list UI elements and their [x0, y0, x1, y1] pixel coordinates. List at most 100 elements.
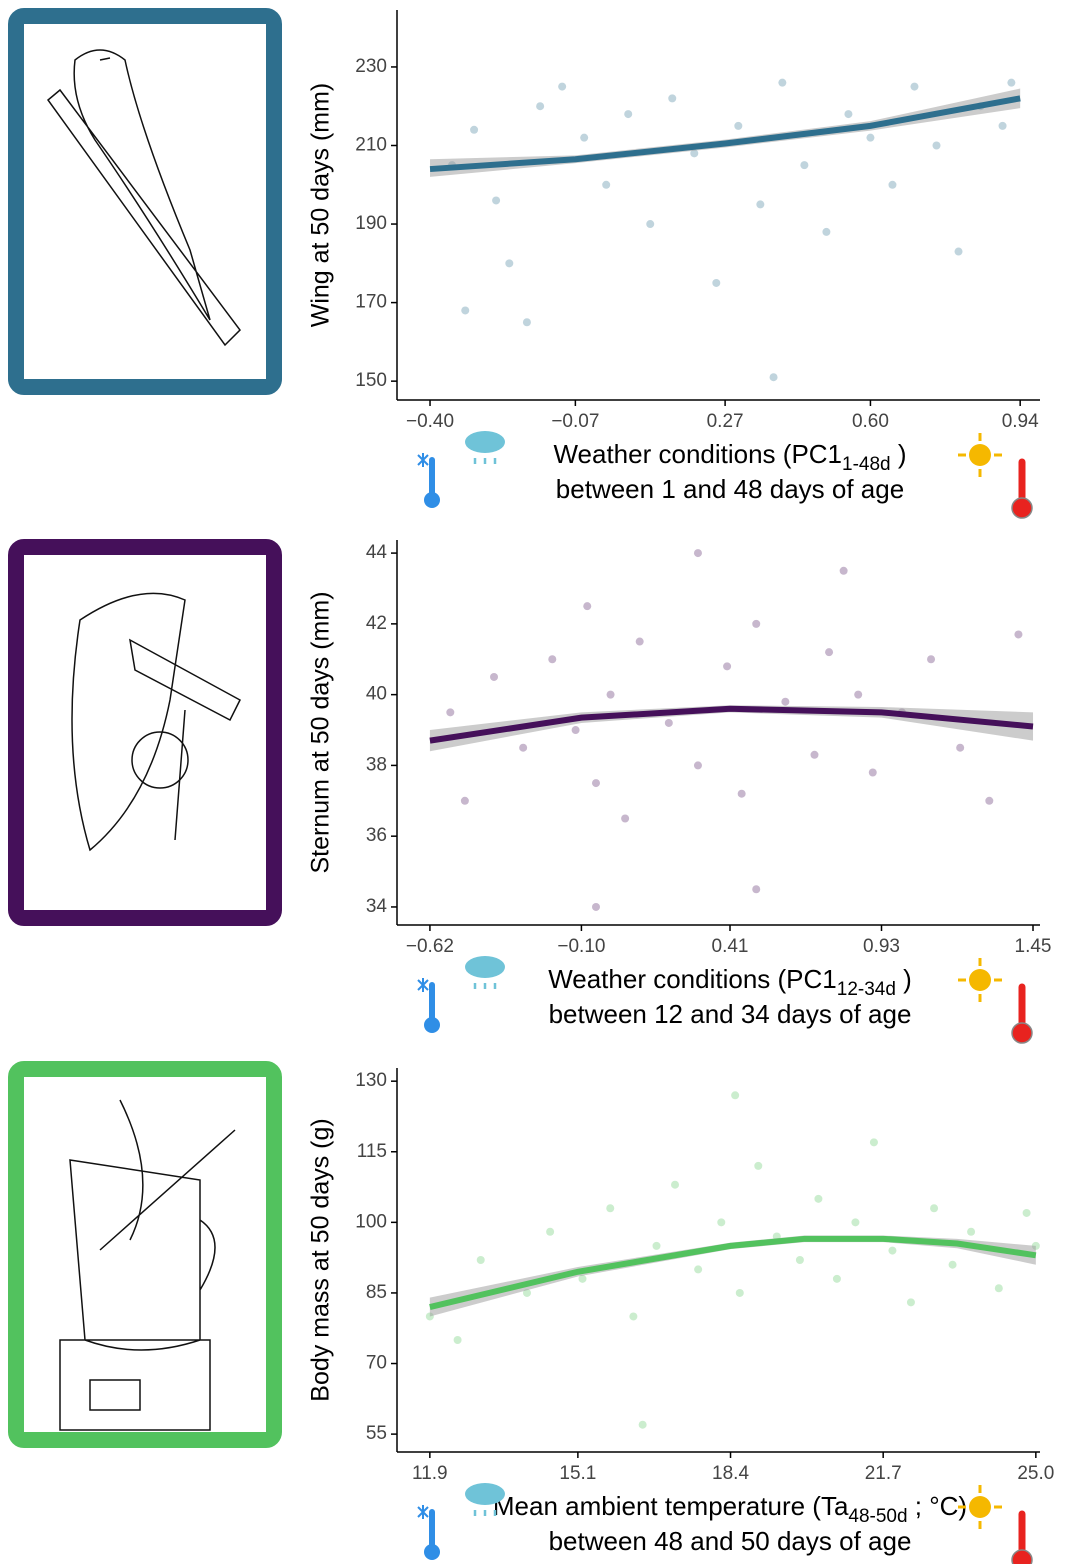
point — [693, 549, 702, 558]
rain — [473, 1510, 497, 1516]
point — [854, 690, 863, 699]
y-tick-label: 150 — [355, 370, 387, 391]
point — [606, 1204, 615, 1213]
x-tick-label: 18.4 — [712, 1463, 749, 1484]
point — [536, 102, 545, 111]
x-axis-title: Weather conditions (PC11-48d ) — [553, 439, 906, 475]
x-axis-title-sub: 1-48d — [842, 454, 891, 475]
point — [476, 1256, 485, 1264]
weather-icons — [417, 431, 1033, 519]
y-tick-label: 38 — [366, 754, 387, 775]
point — [932, 141, 941, 150]
point — [930, 1204, 939, 1213]
card — [8, 539, 282, 926]
point — [558, 82, 567, 91]
point — [844, 110, 853, 119]
point — [910, 82, 919, 91]
y-axis-title: Wing at 50 days (mm) — [307, 83, 335, 328]
point — [690, 149, 699, 158]
x-axis-title-sub: 48-50d — [848, 1506, 907, 1527]
y-tick-label: 85 — [366, 1282, 387, 1303]
cloud — [465, 956, 505, 978]
illustration-cards — [8, 8, 282, 1448]
point — [461, 306, 470, 315]
x-tick-label: 0.93 — [863, 936, 900, 957]
weather-icons — [417, 1483, 1033, 1564]
x-tick-label: 11.9 — [412, 1463, 448, 1484]
rain — [473, 458, 497, 464]
point — [470, 125, 479, 134]
point — [446, 708, 455, 717]
x-tick-label: 0.41 — [712, 936, 749, 957]
point — [580, 133, 589, 142]
fit-line — [429, 95, 1021, 173]
point — [571, 726, 580, 735]
point — [671, 1180, 680, 1189]
point — [629, 1312, 638, 1321]
point — [906, 1298, 915, 1307]
point — [832, 1274, 841, 1283]
x-axis-title-line2: between 12 and 34 days of age — [549, 999, 912, 1029]
fit-line — [429, 705, 1034, 744]
point — [814, 1194, 823, 1203]
snowflake — [417, 1505, 429, 1519]
sun-rays — [958, 433, 1002, 477]
x-axis-title-main: Weather conditions (PC1 — [548, 964, 837, 994]
point — [591, 902, 600, 911]
x-tick-label: 0.27 — [707, 411, 744, 432]
point — [825, 648, 834, 657]
fit-line — [429, 1235, 1037, 1310]
point — [954, 247, 963, 256]
y-tick-label: 130 — [355, 1070, 387, 1091]
point — [522, 318, 531, 327]
x-tick-label: 0.60 — [852, 411, 889, 432]
y-axis-title: Sternum at 50 days (mm) — [307, 591, 335, 873]
x-tick-label: 0.94 — [1002, 411, 1039, 432]
y-tick-label: 40 — [366, 684, 387, 705]
x-tick-label: 25.0 — [1017, 1463, 1054, 1484]
point — [868, 768, 877, 777]
point — [546, 1227, 555, 1236]
point — [652, 1241, 661, 1250]
point — [851, 1218, 860, 1227]
cold-thermometer-bulb — [424, 1544, 440, 1560]
point — [1014, 630, 1023, 639]
y-tick-label: 100 — [355, 1211, 387, 1232]
hot-thermometer-bulb — [1011, 1022, 1033, 1044]
point — [490, 672, 499, 681]
point — [453, 1336, 462, 1344]
y-tick-label: 55 — [366, 1423, 387, 1444]
point — [635, 637, 644, 646]
y-tick-label: 190 — [355, 213, 387, 234]
x-axis-title-line2: between 48 and 50 days of age — [549, 1526, 912, 1556]
x-tick-label: 15.1 — [559, 1463, 596, 1484]
snowflake — [417, 978, 429, 992]
point — [694, 1265, 703, 1274]
x-tick-label: −0.10 — [557, 936, 605, 957]
x-tick-label: 21.7 — [865, 1463, 902, 1484]
point — [723, 662, 732, 671]
point — [752, 619, 761, 628]
point — [927, 655, 936, 664]
point — [800, 161, 809, 170]
x-axis-title: Mean ambient temperature (Ta48-50d ; °C) — [493, 1491, 967, 1527]
card — [8, 1061, 282, 1448]
y-tick-label: 230 — [355, 56, 387, 77]
point — [781, 697, 790, 706]
point — [624, 110, 633, 119]
point — [591, 779, 600, 788]
cold-thermometer-bulb — [424, 1017, 440, 1033]
hot-thermometer-bulb — [1011, 497, 1033, 519]
point — [752, 885, 761, 894]
point — [505, 259, 514, 268]
x-axis-title: Weather conditions (PC112-34d ) — [548, 964, 912, 1000]
point — [948, 1260, 957, 1269]
y-axis-title: Body mass at 50 days (g) — [307, 1118, 335, 1401]
bird-scale — [59, 1099, 236, 1431]
x-axis-title-sub: 12-34d — [837, 979, 896, 1000]
point — [492, 196, 501, 205]
dial — [131, 731, 189, 789]
y-tick-label: 210 — [355, 135, 387, 156]
point — [731, 1091, 740, 1100]
